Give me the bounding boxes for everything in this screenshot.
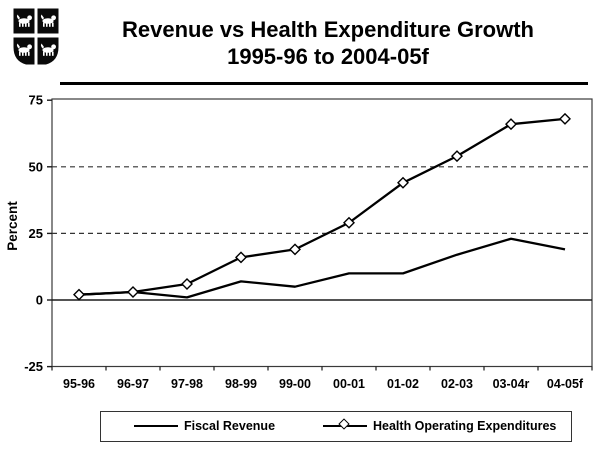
diamond-marker [559, 112, 571, 125]
diamond-marker [289, 243, 301, 256]
diamond-marker [127, 286, 139, 298]
diamond-marker [505, 118, 517, 131]
diamond-marker [235, 251, 247, 264]
x-axis-label-04-05f: 04-05f [547, 377, 584, 391]
diamond-marker [343, 216, 355, 229]
x-axis-label-00-01: 00-01 [333, 377, 365, 391]
legend-item-health-operating-expenditures: Health Operating Expenditures [323, 412, 556, 440]
diamond-marker [397, 176, 409, 189]
diamond-marker [181, 278, 193, 291]
chart-legend: Fiscal Revenue Health Operating Expendit… [100, 411, 572, 442]
y-axis-tick-label: 75 [29, 93, 43, 108]
y-axis-tick-label: 25 [29, 226, 43, 241]
x-axis-label-01-02: 01-02 [387, 377, 419, 391]
x-axis-label-98-99: 98-99 [225, 377, 257, 391]
y-axis-tick-label: 50 [29, 159, 43, 174]
legend-item-fiscal-revenue: Fiscal Revenue [134, 412, 275, 440]
series-line-health-operating-expenditures [78, 117, 566, 296]
chart-title: Revenue vs Health Expenditure Growth 199… [64, 16, 592, 70]
diamond-marker [73, 288, 85, 301]
coat-of-arms-logo [13, 8, 59, 65]
legend-label: Health Operating Expenditures [373, 419, 557, 433]
diamond-marker [451, 150, 463, 163]
series-line-fiscal-revenue [78, 237, 566, 299]
legend-label: Fiscal Revenue [184, 419, 276, 433]
chart-title-line1: Revenue vs Health Expenditure Growth [122, 17, 534, 42]
x-axis-label-02-03: 02-03 [441, 377, 473, 391]
x-axis-label-95-96: 95-96 [63, 377, 95, 391]
health-expenditures-line-sample [323, 418, 367, 430]
x-axis-label-96-97: 96-97 [117, 377, 149, 391]
diamond-marker-icon [338, 418, 350, 430]
y-axis-tick-label: 0 [36, 293, 43, 308]
fiscal-revenue-line-sample [134, 424, 178, 428]
title-underline-rule [60, 82, 588, 85]
x-axis-label-03-04r: 03-04r [493, 377, 530, 391]
plot-area-border [51, 98, 593, 368]
chart-title-line2: 1995-96 to 2004-05f [227, 44, 429, 69]
x-axis-label-99-00: 99-00 [279, 377, 311, 391]
y-axis-tick-label: -25 [24, 359, 43, 374]
y-axis-title: Percent [5, 201, 20, 251]
x-axis-label-97-98: 97-98 [171, 377, 203, 391]
